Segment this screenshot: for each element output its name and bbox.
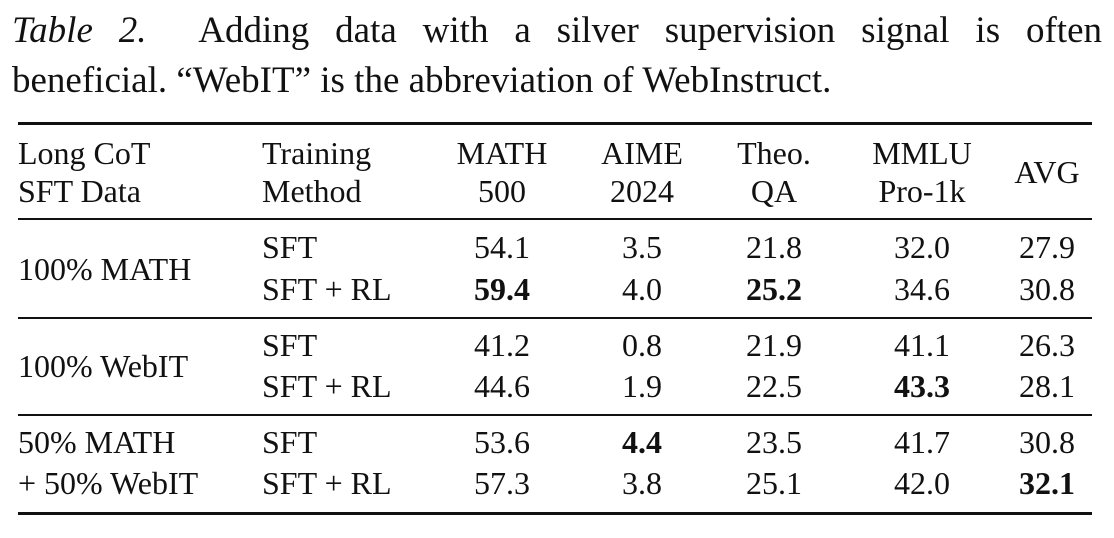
group-1-row-2-mmlu: 34.6 xyxy=(894,271,950,307)
group-1-row-1-mmlu: 32.0 xyxy=(894,229,950,265)
group-2-row-2-method: SFT + RL xyxy=(262,368,392,404)
group-2-row-1-mmlu: 41.1 xyxy=(894,327,950,363)
header-mmlu-pro: MMLU Pro-1k xyxy=(852,134,992,210)
group-1-row-2-math500: 59.4 xyxy=(474,271,530,307)
header-theoqa: Theo. QA xyxy=(714,134,834,210)
group-3-row-1-method: SFT xyxy=(262,424,318,460)
group-2-row-2-math500: 44.6 xyxy=(474,368,530,404)
header-mmlu-pro-line-1: MMLU xyxy=(872,135,972,171)
header-sft-data-line-2: SFT Data xyxy=(18,173,141,209)
header-training-method: Training Method xyxy=(262,134,371,210)
caption-line-1: Table 2. Adding data with a silver super… xyxy=(12,6,1102,56)
group-3-row-2-avg: 32.1 xyxy=(1019,465,1075,501)
group-3-row-2-theoqa: 25.1 xyxy=(746,465,802,501)
group-3-row-2-mmlu: 42.0 xyxy=(894,465,950,501)
group-1-rule xyxy=(18,317,1092,319)
top-rule xyxy=(18,122,1092,125)
header-training-method-line-1: Training xyxy=(262,135,372,171)
group-2-row-1-math500: 41.2 xyxy=(474,327,530,363)
caption-label: Table 2. xyxy=(12,10,147,51)
group-1-row-1-method: SFT xyxy=(262,229,318,265)
group-3-row-2-method: SFT + RL xyxy=(262,465,392,501)
header-math500: MATH 500 xyxy=(442,134,562,210)
group-3-row-1-math500: 53.6 xyxy=(474,424,530,460)
group-1-row-1-theoqa: 21.8 xyxy=(746,229,802,265)
group-3-data: 50% MATH + 50% WebIT xyxy=(18,423,198,502)
header-aime2024-line-1: AIME xyxy=(601,135,683,171)
group-1-row-2-method: SFT + RL xyxy=(262,271,392,307)
table-caption: Table 2. Adding data with a silver super… xyxy=(12,6,1102,106)
header-sft-data-line-1: Long CoT xyxy=(18,135,151,171)
group-1-row-1-aime2024: 3.5 xyxy=(622,229,662,265)
header-theoqa-line-2: QA xyxy=(750,173,798,209)
group-1-data: 100% MATH xyxy=(18,251,192,287)
group-3-data-line-2: + 50% WebIT xyxy=(18,465,199,501)
header-sft-data: Long CoT SFT Data xyxy=(18,134,150,210)
group-2-row-2-avg: 28.1 xyxy=(1019,368,1075,404)
group-3-data-line-1: 50% MATH xyxy=(18,424,176,460)
group-2-row-2-theoqa: 22.5 xyxy=(746,368,802,404)
group-1-row-2-avg: 30.8 xyxy=(1019,271,1075,307)
header-theoqa-line-1: Theo. xyxy=(737,135,811,171)
header-avg: AVG xyxy=(1014,154,1080,190)
group-1-row-1-math500: 54.1 xyxy=(474,229,530,265)
group-2-row-2-mmlu: 43.3 xyxy=(894,368,950,404)
caption-text-1: Adding data with a silver supervision si… xyxy=(198,10,1103,51)
group-1-row-1-avg: 27.9 xyxy=(1019,229,1075,265)
results-table: Long CoT SFT Data Training Method MATH 5… xyxy=(12,120,1092,518)
header-training-method-line-2: Method xyxy=(262,173,362,209)
group-2-row-1-avg: 26.3 xyxy=(1019,327,1075,363)
group-2-data: 100% WebIT xyxy=(18,348,189,384)
header-rule xyxy=(18,218,1092,220)
group-3-row-1-aime2024: 4.4 xyxy=(622,424,662,460)
bottom-rule xyxy=(18,512,1092,515)
group-2-row-2-aime2024: 1.9 xyxy=(622,368,662,404)
header-math500-line-1: MATH xyxy=(456,135,548,171)
group-1-row-2-theoqa: 25.2 xyxy=(746,271,802,307)
group-3-row-1-mmlu: 41.7 xyxy=(894,424,950,460)
header-aime2024-line-2: 2024 xyxy=(610,173,674,209)
group-3-row-2-math500: 57.3 xyxy=(474,465,530,501)
group-3-row-1-avg: 30.8 xyxy=(1019,424,1075,460)
header-math500-line-2: 500 xyxy=(478,173,526,209)
group-1-row-2-aime2024: 4.0 xyxy=(622,271,662,307)
header-aime2024: AIME 2024 xyxy=(582,134,702,210)
group-2-rule xyxy=(18,414,1092,416)
group-3-row-2-aime2024: 3.8 xyxy=(622,465,662,501)
group-2-row-1-theoqa: 21.9 xyxy=(746,327,802,363)
group-2-row-1-aime2024: 0.8 xyxy=(622,327,662,363)
group-2-row-1-method: SFT xyxy=(262,327,318,363)
group-3-row-1-theoqa: 23.5 xyxy=(746,424,802,460)
caption-line-2: beneficial. “WebIT” is the abbreviation … xyxy=(12,60,832,101)
header-mmlu-pro-line-2: Pro-1k xyxy=(878,173,966,209)
